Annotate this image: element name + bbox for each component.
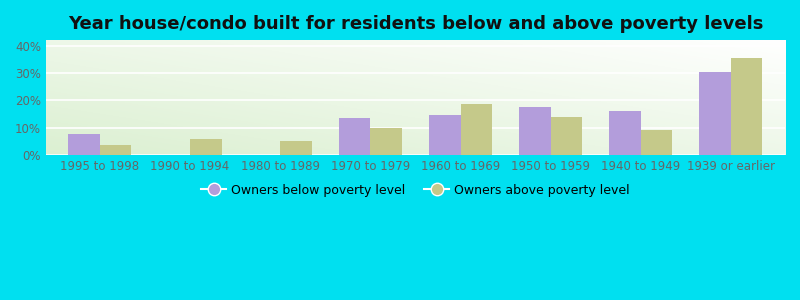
Bar [190, 139, 222, 155]
Bar [280, 141, 312, 155]
Bar [100, 146, 131, 155]
Bar [370, 128, 402, 155]
Bar [429, 115, 461, 155]
Bar [731, 58, 762, 155]
Bar [641, 130, 672, 155]
Bar [699, 72, 731, 155]
Bar [339, 118, 370, 155]
Title: Year house/condo built for residents below and above poverty levels: Year house/condo built for residents bel… [68, 15, 763, 33]
Bar [519, 107, 550, 155]
Bar [68, 134, 100, 155]
Bar [461, 104, 492, 155]
Bar [610, 111, 641, 155]
Bar [550, 117, 582, 155]
Legend: Owners below poverty level, Owners above poverty level: Owners below poverty level, Owners above… [196, 178, 634, 202]
